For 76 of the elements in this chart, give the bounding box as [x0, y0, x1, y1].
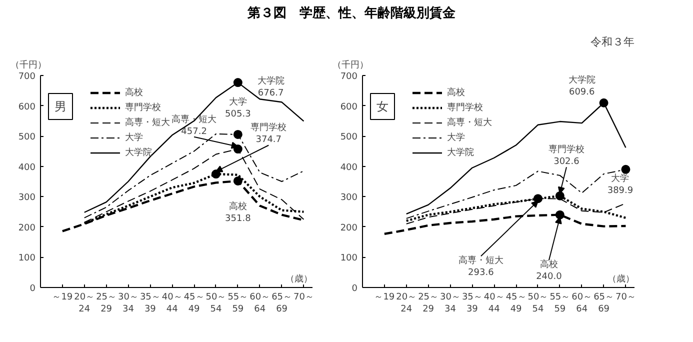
- y-tick-label: 700: [18, 72, 36, 82]
- annotation: 大学 505.3: [225, 96, 251, 120]
- x-axis-title: （歳）: [286, 274, 312, 284]
- annotation: 専門学校 302.6: [548, 144, 584, 168]
- legend-label: 大学: [125, 132, 144, 144]
- text: 女: [376, 100, 388, 114]
- y-axis-title: （千円）: [332, 60, 368, 70]
- x-tick-label: 30～ 34: [440, 292, 460, 314]
- annotation: 専門学校 374.7: [250, 122, 287, 146]
- x-tick-label: 35～ 39: [140, 292, 160, 314]
- x-tick-label: 20～ 24: [74, 292, 95, 314]
- legend-label: 大学院: [447, 146, 474, 159]
- x-tick-label: 50～ 54: [528, 292, 548, 314]
- y-tick-label: 0: [352, 284, 358, 294]
- annotation: 高専・短大 457.2: [172, 114, 217, 137]
- x-tick-label: 35～ 39: [462, 292, 482, 314]
- point: [599, 98, 608, 108]
- y-tick-label: 200: [18, 223, 36, 234]
- x-tick-label: 25～ 29: [418, 292, 439, 314]
- point: [621, 164, 630, 174]
- annotation: 高校 240.0: [536, 259, 562, 282]
- x-tick-label: 30～ 34: [118, 292, 138, 314]
- y-tick-label: 400: [340, 162, 358, 173]
- legend-label: 高校: [447, 86, 466, 99]
- point: [555, 210, 564, 220]
- y-axis-title: （千円）: [10, 60, 46, 70]
- annotation: 大学 389.9: [607, 172, 634, 196]
- text: 第３図 学歴、性、年齢階級別賃金: [248, 5, 456, 23]
- y-tick-label: 600: [18, 102, 36, 112]
- annotation: 高専・短大 293.6: [458, 255, 504, 278]
- x-tick-label: 60～ 64: [572, 292, 592, 314]
- legend-label: 大学: [447, 132, 466, 144]
- y-tick-label: 100: [340, 254, 358, 264]
- legend-label: 専門学校: [125, 102, 161, 114]
- y-tick-label: 0: [30, 284, 36, 294]
- x-tick-label: 45～ 49: [506, 292, 526, 314]
- x-tick-label: ～19: [52, 292, 73, 302]
- y-tick-label: 700: [340, 72, 358, 82]
- y-tick-label: 300: [18, 193, 36, 204]
- y-tick-label: 300: [340, 193, 358, 204]
- legend-label: 大学院: [125, 146, 152, 159]
- x-tick-label: 40～ 44: [162, 292, 182, 314]
- y-tick-label: 500: [18, 132, 36, 143]
- y-tick-label: 400: [18, 162, 36, 173]
- point: [211, 170, 220, 179]
- legend-label: 専門学校: [447, 102, 483, 114]
- y-tick-label: 500: [340, 132, 358, 143]
- y-tick-label: 100: [18, 254, 36, 264]
- x-tick-label: 55～ 59: [228, 292, 248, 314]
- point: [233, 176, 242, 186]
- x-tick-label: 50～ 54: [206, 292, 226, 314]
- x-tick-label: ～19: [374, 292, 395, 302]
- x-tick-label: 65～ 69: [594, 292, 614, 314]
- x-tick-label: 20～ 24: [396, 292, 417, 314]
- legend-label: 高専・短大: [125, 116, 170, 129]
- point: [233, 78, 242, 88]
- x-tick-label: 45～ 49: [184, 292, 204, 314]
- legend-label: 高校: [125, 86, 144, 99]
- x-tick-label: 55～ 59: [550, 292, 570, 314]
- annotation: 大学院 676.7: [257, 76, 284, 98]
- legend-label: 高専・短大: [447, 116, 492, 129]
- y-tick-label: 600: [340, 102, 358, 112]
- x-tick-label: 70～: [294, 292, 314, 302]
- point: [555, 191, 564, 200]
- x-axis-title: （歳）: [608, 274, 634, 284]
- x-tick-label: 25～ 29: [96, 292, 117, 314]
- y-tick-label: 200: [340, 223, 358, 234]
- x-tick-label: 65～ 69: [272, 292, 292, 314]
- x-tick-label: 70～: [616, 292, 636, 302]
- point: [233, 130, 242, 139]
- x-tick-label: 40～ 44: [484, 292, 504, 314]
- point: [533, 194, 542, 204]
- text: 男: [54, 100, 66, 114]
- annotation: 高校 351.8: [225, 201, 252, 224]
- x-tick-label: 60～ 64: [250, 292, 270, 314]
- text: 令和３年: [590, 36, 634, 48]
